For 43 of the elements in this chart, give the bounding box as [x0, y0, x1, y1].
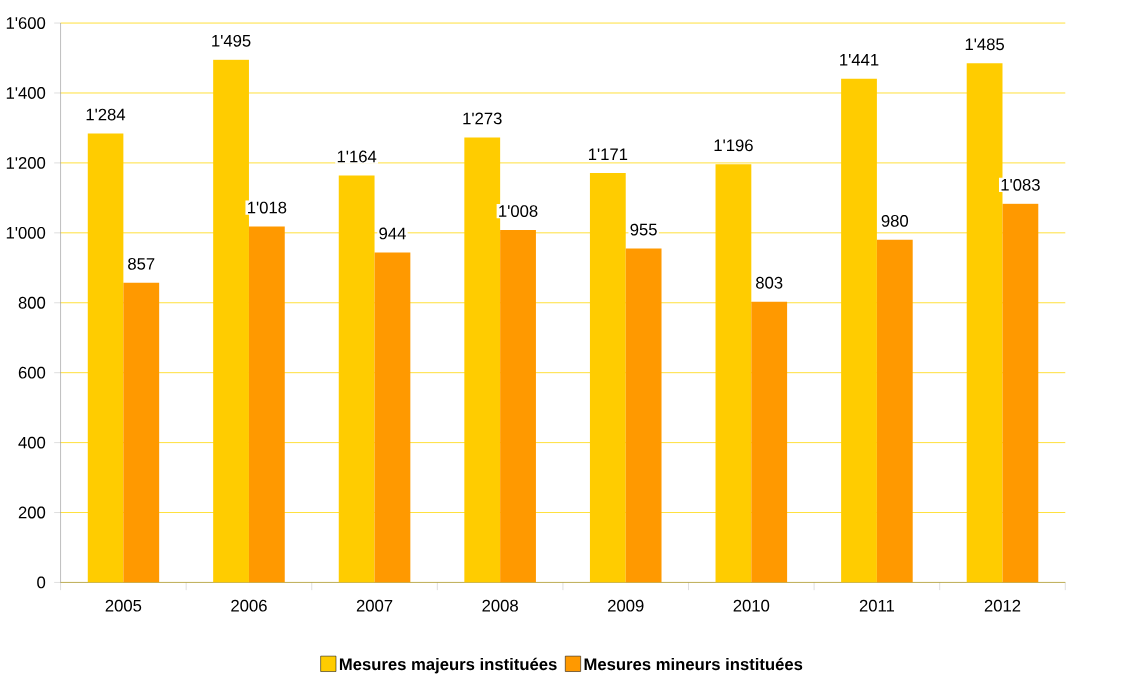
bar: [374, 252, 411, 583]
y-tick-label: 600: [18, 366, 46, 379]
y-tick-label: 1'000: [6, 227, 46, 239]
y-tick-label: 1'600: [6, 17, 46, 30]
y-tick-label: 800: [18, 297, 46, 309]
y-tick-label: 0: [37, 576, 46, 589]
data-label: 955: [630, 223, 657, 236]
y-tick-label: 400: [18, 436, 46, 449]
legend-label: Mesures mineurs instituées: [584, 657, 803, 671]
legend-label: Mesures majeurs instituées: [339, 657, 557, 674]
y-tick-label: 1'400: [6, 87, 46, 100]
x-tick-label: 2009: [608, 599, 644, 612]
data-label: 944: [379, 227, 406, 240]
data-label: 1'008: [499, 205, 538, 218]
data-label: 1'495: [212, 35, 251, 47]
bar: [1002, 204, 1039, 583]
bar: [876, 240, 913, 583]
x-tick-label: 2005: [105, 599, 142, 612]
data-label: 1'196: [714, 139, 753, 152]
data-label: 1'485: [965, 38, 1005, 51]
x-tick-label: 2006: [231, 599, 267, 612]
x-tick-label: 2010: [733, 599, 770, 612]
data-label: 1'441: [840, 54, 879, 66]
bar: [500, 230, 536, 583]
x-tick-label: 2011: [859, 599, 895, 612]
data-label: 1'171: [588, 148, 628, 161]
bar: [751, 301, 788, 583]
data-label: 803: [756, 277, 783, 289]
data-label: 980: [881, 215, 909, 227]
bar: [248, 226, 285, 583]
bar: [123, 283, 160, 583]
data-label: 1'083: [1001, 179, 1040, 191]
data-label: 1'018: [248, 201, 287, 214]
data-label: 857: [128, 258, 155, 270]
x-tick-label: 2007: [356, 599, 393, 612]
data-label: 1'273: [463, 112, 502, 125]
y-tick-label: 200: [18, 506, 46, 519]
bar: [625, 248, 662, 583]
data-label: 1'164: [337, 150, 377, 163]
x-tick-label: 2012: [984, 599, 1021, 612]
y-tick-label: 1'200: [6, 157, 46, 170]
x-tick-label: 2008: [482, 599, 518, 612]
data-label: 1'284: [86, 108, 126, 121]
